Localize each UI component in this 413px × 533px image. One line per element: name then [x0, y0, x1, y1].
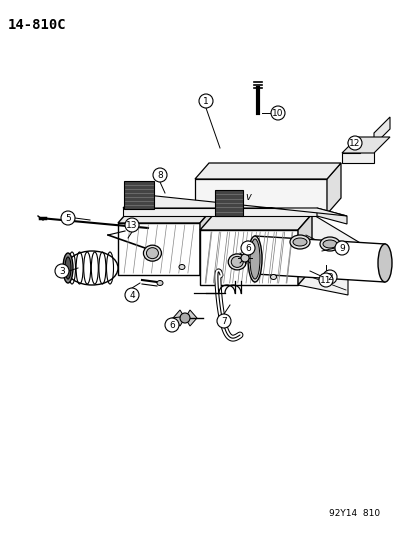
Ellipse shape — [178, 264, 185, 270]
Text: 6: 6 — [244, 244, 250, 253]
Polygon shape — [118, 207, 214, 223]
Circle shape — [240, 254, 248, 262]
Polygon shape — [199, 230, 297, 285]
Polygon shape — [297, 214, 311, 285]
Polygon shape — [195, 163, 340, 179]
Circle shape — [216, 314, 230, 328]
Polygon shape — [199, 207, 214, 275]
Polygon shape — [297, 214, 361, 295]
Circle shape — [199, 94, 212, 108]
Circle shape — [180, 313, 190, 323]
Circle shape — [322, 270, 336, 284]
Polygon shape — [173, 310, 185, 326]
Ellipse shape — [322, 240, 336, 248]
Ellipse shape — [319, 237, 339, 251]
Polygon shape — [123, 208, 316, 216]
Polygon shape — [195, 179, 326, 214]
Polygon shape — [123, 194, 346, 216]
Circle shape — [125, 288, 139, 302]
Ellipse shape — [146, 248, 158, 259]
Text: 14-810C: 14-810C — [8, 18, 66, 32]
Polygon shape — [326, 163, 340, 214]
Ellipse shape — [228, 254, 246, 270]
Circle shape — [165, 318, 178, 332]
Circle shape — [334, 241, 348, 255]
Circle shape — [271, 106, 284, 120]
Circle shape — [125, 218, 139, 232]
Text: 5: 5 — [65, 214, 71, 222]
Text: 2: 2 — [326, 272, 332, 281]
Ellipse shape — [377, 244, 391, 282]
Circle shape — [347, 136, 361, 150]
Circle shape — [318, 273, 332, 287]
Polygon shape — [124, 181, 154, 209]
Polygon shape — [118, 223, 199, 275]
Polygon shape — [341, 137, 389, 153]
Text: 1: 1 — [203, 96, 209, 106]
Circle shape — [153, 168, 166, 182]
Polygon shape — [199, 214, 311, 230]
Text: 10: 10 — [272, 109, 283, 117]
Text: 11: 11 — [320, 276, 331, 285]
Ellipse shape — [66, 251, 118, 285]
Polygon shape — [316, 208, 346, 224]
Text: 92Y14  810: 92Y14 810 — [329, 509, 380, 518]
Ellipse shape — [157, 280, 163, 286]
Text: 12: 12 — [349, 139, 360, 148]
Ellipse shape — [65, 257, 71, 279]
Text: 4: 4 — [129, 290, 135, 300]
Circle shape — [61, 211, 75, 225]
Text: 7: 7 — [221, 317, 226, 326]
Ellipse shape — [289, 235, 309, 249]
Ellipse shape — [247, 236, 261, 282]
Text: 9: 9 — [338, 244, 344, 253]
Circle shape — [240, 241, 254, 255]
Text: 3: 3 — [59, 266, 65, 276]
Ellipse shape — [270, 274, 276, 279]
Text: v: v — [244, 191, 250, 201]
Polygon shape — [185, 310, 197, 326]
Ellipse shape — [292, 238, 306, 246]
Ellipse shape — [231, 256, 243, 268]
Polygon shape — [373, 117, 389, 145]
Ellipse shape — [63, 253, 73, 283]
Ellipse shape — [143, 245, 161, 261]
Text: 6: 6 — [169, 320, 174, 329]
Circle shape — [55, 264, 69, 278]
Ellipse shape — [249, 239, 259, 279]
Text: 8: 8 — [157, 171, 162, 180]
Polygon shape — [214, 190, 242, 216]
Polygon shape — [341, 145, 373, 163]
Polygon shape — [254, 236, 384, 282]
Text: 13: 13 — [126, 221, 138, 230]
